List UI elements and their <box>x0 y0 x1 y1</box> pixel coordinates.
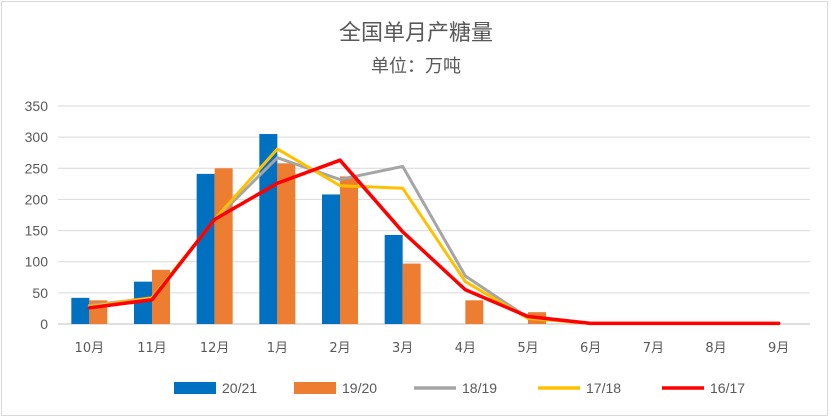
x-tick-label: 3月 <box>392 341 413 356</box>
y-tick-label: 200 <box>25 191 49 207</box>
x-tick-label: 9月 <box>768 341 789 356</box>
line-series-16-17 <box>87 158 781 326</box>
x-tick-label: 8月 <box>705 341 726 356</box>
line-series-18-19 <box>87 156 781 325</box>
y-tick-label: 250 <box>25 160 49 176</box>
y-tick-label: 300 <box>25 129 49 145</box>
bar-20-21-10月 <box>71 297 90 324</box>
bar-19-20-1月 <box>277 163 296 324</box>
legend-swatch-19-20 <box>294 382 336 394</box>
bar-19-20-12月 <box>214 168 233 324</box>
x-tick-label: 4月 <box>455 341 476 356</box>
bar-19-20-2月 <box>340 176 358 324</box>
x-tick-label: 2月 <box>329 341 350 356</box>
x-tick-label: 5月 <box>517 341 538 356</box>
x-tick-label: 6月 <box>580 341 601 356</box>
line-series-17-18 <box>87 147 781 325</box>
legend-swatch-20-21 <box>174 382 216 394</box>
bar-20-21-3月 <box>384 234 403 324</box>
y-tick-label: 150 <box>25 223 49 239</box>
legend-label-17-18: 17/18 <box>586 380 621 396</box>
bar-20-21-2月 <box>322 194 340 324</box>
y-tick-label: 50 <box>32 285 48 301</box>
x-tick-label: 1月 <box>267 341 288 356</box>
legend-label-16-17: 16/17 <box>710 380 745 396</box>
x-tick-label: 7月 <box>643 341 664 356</box>
legend-label-20-21: 20/21 <box>222 380 257 396</box>
chart-title: 全国单月产糖量 <box>339 21 493 46</box>
y-tick-label: 0 <box>40 316 48 332</box>
bar-19-20-4月 <box>465 300 484 324</box>
y-tick-label: 100 <box>25 254 49 270</box>
bar-20-21-11月 <box>134 281 152 324</box>
legend-label-19-20: 19/20 <box>342 380 377 396</box>
bar-20-21-1月 <box>259 134 278 324</box>
legend-label-18-19: 18/19 <box>462 380 497 396</box>
x-tick-label: 11月 <box>137 341 167 356</box>
x-tick-label: 10月 <box>75 341 105 356</box>
y-tick-label: 350 <box>25 98 49 114</box>
x-tick-label: 12月 <box>200 341 230 356</box>
bar-20-21-12月 <box>196 173 215 324</box>
bar-19-20-3月 <box>402 263 421 324</box>
chart-subtitle: 单位：万吨 <box>371 56 461 77</box>
